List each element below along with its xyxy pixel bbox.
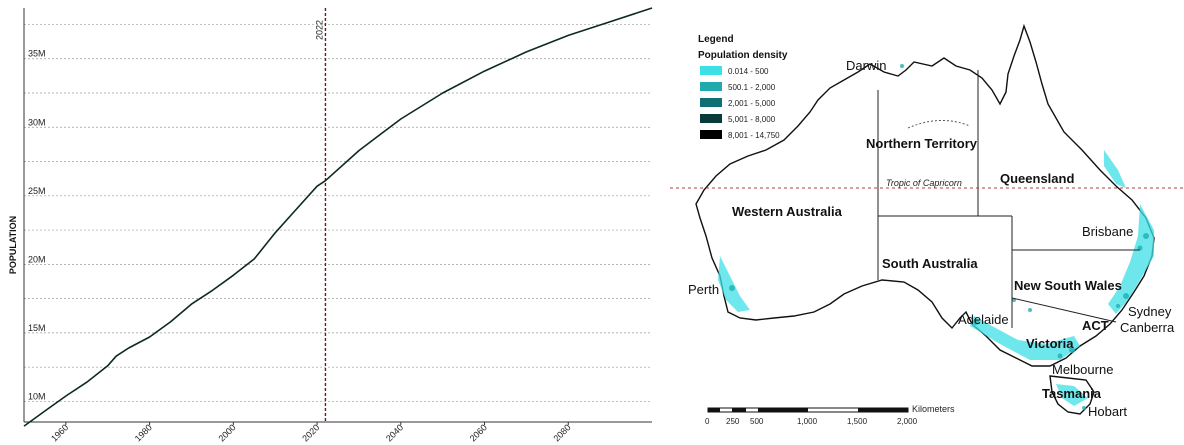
city-label-canberra: Canberra — [1120, 320, 1175, 335]
map-legend: Legend Population density 0.014 - 500 50… — [698, 34, 788, 140]
state-label-wa: Western Australia — [732, 204, 843, 219]
x-tick-label: 1960 — [49, 422, 70, 443]
scale-tick-3: 1,000 — [797, 417, 818, 426]
y-axis-ticks: 10M 15M 20M 25M 30M 35M — [28, 49, 46, 402]
x-tick-label: 2000 — [217, 422, 238, 443]
scale-unit: Kilometers — [912, 404, 955, 414]
legend-swatch-4 — [700, 130, 722, 139]
y-tick-label: 20M — [28, 254, 46, 264]
y-tick-label: 25M — [28, 186, 46, 196]
x-tick-label: 2020 — [300, 422, 321, 443]
city-label-hobart: Hobart — [1088, 404, 1127, 419]
x-axis-ticks: 1960 1980 2000 2020 2040 2060 2080 — [49, 422, 573, 444]
legend-label-1: 500.1 - 2,000 — [728, 83, 776, 92]
city-label-perth: Perth — [688, 282, 719, 297]
mainland-outline — [695, 23, 1155, 367]
scale-tick-4: 1,500 — [847, 417, 868, 426]
x-tick-label: 2080 — [551, 422, 572, 443]
state-label-act: ACT — [1082, 318, 1109, 333]
population-series-line — [23, 7, 653, 427]
population-line-chart: 10M 15M 20M 25M 30M 35M 1960 1980 2000 2020 2040 2… — [8, 7, 653, 444]
city-label-melbourne: Melbourne — [1052, 362, 1113, 377]
legend-title: Legend — [698, 34, 734, 45]
map-scale-bar: Kilometers 0 250 500 1,000 1,500 2,000 — [705, 404, 955, 426]
scale-tick-0: 0 — [705, 417, 710, 426]
city-label-darwin: Darwin — [846, 58, 886, 73]
x-tick-label: 2040 — [384, 422, 405, 443]
city-label-sydney: Sydney — [1128, 304, 1172, 319]
y-tick-label: 35M — [28, 49, 46, 59]
y-tick-label: 15M — [28, 323, 46, 333]
legend-swatch-1 — [700, 82, 722, 91]
legend-label-0: 0.014 - 500 — [728, 67, 769, 76]
legend-subtitle: Population density — [698, 50, 788, 61]
x-tick-label: 1980 — [133, 422, 154, 443]
state-label-nsw: New South Wales — [1014, 278, 1122, 293]
legend-swatch-2 — [700, 98, 722, 107]
legend-label-4: 8,001 - 14,750 — [728, 131, 780, 140]
y-tick-label: 10M — [28, 391, 46, 401]
marker-label: 2022 — [314, 20, 324, 40]
y-axis-label: POPULATION — [8, 216, 18, 274]
tropic-label: Tropic of Capricorn — [886, 178, 962, 188]
legend-label-2: 2,001 - 5,000 — [728, 99, 776, 108]
x-tick-label: 2060 — [468, 422, 489, 443]
scale-tick-1: 250 — [726, 417, 740, 426]
scale-tick-2: 500 — [750, 417, 764, 426]
density-shading — [718, 150, 1154, 406]
y-tick-label: 30M — [28, 117, 46, 127]
legend-label-3: 5,001 - 8,000 — [728, 115, 776, 124]
legend-swatch-3 — [700, 114, 722, 123]
legend-swatch-0 — [700, 66, 722, 75]
state-label-sa: South Australia — [882, 256, 978, 271]
state-label-vic: Victoria — [1026, 336, 1074, 351]
australia-density-map: Tropic of Capricorn Northern Territory Q… — [670, 23, 1184, 426]
state-borders — [877, 70, 1140, 328]
city-label-brisbane: Brisbane — [1082, 224, 1133, 239]
state-label-qld: Queensland — [1000, 171, 1074, 186]
chart-gridlines — [24, 24, 652, 402]
state-label-tas: Tasmania — [1042, 386, 1102, 401]
density-dots — [729, 64, 1149, 410]
scale-tick-5: 2,000 — [897, 417, 918, 426]
state-label-nt: Northern Territory — [866, 136, 978, 151]
city-label-adelaide: Adelaide — [958, 312, 1009, 327]
